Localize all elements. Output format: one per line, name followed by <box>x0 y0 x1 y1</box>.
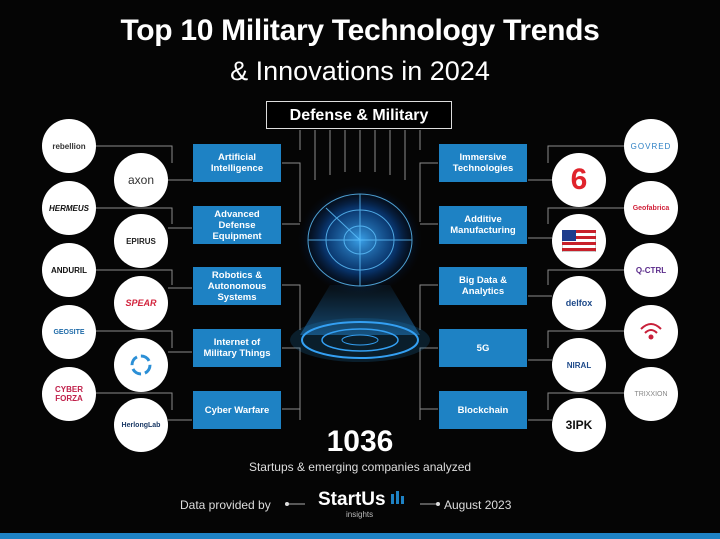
startup-logo-wifi <box>624 305 678 359</box>
trend-box-right-4: 5G <box>439 329 527 367</box>
startup-logo-govred: GOVRED <box>624 119 678 173</box>
startup-logo-geosite: GEOSITE <box>42 305 96 359</box>
bottom-accent-bar <box>0 533 720 539</box>
trend-box-left-4: Internet of Military Things <box>193 329 281 367</box>
startup-logo-3ipk: 3IPK <box>552 398 606 452</box>
footer-date: August 2023 <box>444 498 512 512</box>
startup-logo-flag <box>552 214 606 268</box>
startup-logo-unnamed-ring <box>114 338 168 392</box>
startup-logo-delfox: delfox <box>552 276 606 330</box>
startus-logo: StartUs <box>318 489 386 510</box>
startup-logo-axon: axon <box>114 153 168 207</box>
startup-logo-geofabrica: Geofabrica <box>624 181 678 235</box>
startup-logo-spear: SPEAR <box>114 276 168 330</box>
startup-logo-niral: NIRAL <box>552 338 606 392</box>
startup-logo-six: 6 <box>552 153 606 207</box>
ring-logo-icon <box>130 354 152 376</box>
startup-logo-herlonglab: HerlongLab <box>114 398 168 452</box>
flag-logo-icon <box>562 230 596 252</box>
startup-logo-cyber-forza: CYBER FORZA <box>42 367 96 421</box>
trend-box-right-2: Additive Manufacturing <box>439 206 527 244</box>
footer-data-provided-by: Data provided by <box>180 498 271 512</box>
startup-count-caption: Startups & emerging companies analyzed <box>248 460 472 474</box>
trend-box-left-5: Cyber Warfare <box>193 391 281 429</box>
trend-box-right-5: Blockchain <box>439 391 527 429</box>
trend-box-right-1: Immersive Technologies <box>439 144 527 182</box>
startus-logo-subtitle: insights <box>346 510 374 519</box>
startup-logo-q-ctrl: Q-CTRL <box>624 243 678 297</box>
startup-logo-rebellion: rebellion <box>42 119 96 173</box>
page-subtitle: & Innovations in 2024 <box>230 56 490 86</box>
page-title: Top 10 Military Technology Trends <box>120 14 600 47</box>
trend-box-left-1: Artificial Intelligence <box>193 144 281 182</box>
startup-logo-hermeus: HERMEUS <box>42 181 96 235</box>
startup-logo-anduril: ANDURIL <box>42 243 96 297</box>
wifi-logo-icon <box>640 323 662 340</box>
trend-box-left-2: Advanced Defense Equipment <box>193 206 281 244</box>
trend-box-right-3: Big Data & Analytics <box>439 267 527 305</box>
category-badge: Defense & Military <box>266 101 452 129</box>
startup-count: 1036 <box>326 425 394 458</box>
startup-logo-epirus: EPIRUS <box>114 214 168 268</box>
trend-box-left-3: Robotics & Autonomous Systems <box>193 267 281 305</box>
startup-logo-trixxion: TRIXXION <box>624 367 678 421</box>
